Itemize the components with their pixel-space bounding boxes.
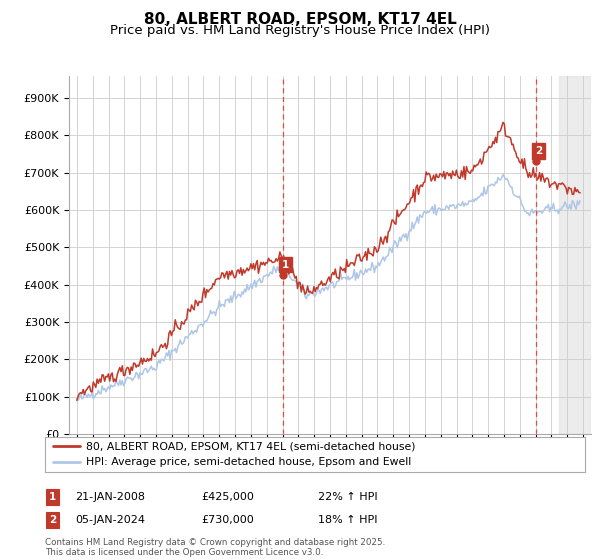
Text: 2: 2 (49, 515, 56, 525)
Text: Contains HM Land Registry data © Crown copyright and database right 2025.
This d: Contains HM Land Registry data © Crown c… (45, 538, 385, 557)
Text: 1: 1 (282, 260, 289, 270)
Text: 05-JAN-2024: 05-JAN-2024 (75, 515, 145, 525)
Text: 2: 2 (535, 146, 542, 156)
Text: 1: 1 (49, 492, 56, 502)
Text: £425,000: £425,000 (201, 492, 254, 502)
Text: £730,000: £730,000 (201, 515, 254, 525)
Text: HPI: Average price, semi-detached house, Epsom and Ewell: HPI: Average price, semi-detached house,… (86, 457, 411, 467)
Bar (559, 76, 591, 434)
Text: 80, ALBERT ROAD, EPSOM, KT17 4EL: 80, ALBERT ROAD, EPSOM, KT17 4EL (143, 12, 457, 27)
Text: 80, ALBERT ROAD, EPSOM, KT17 4EL (semi-detached house): 80, ALBERT ROAD, EPSOM, KT17 4EL (semi-d… (86, 441, 415, 451)
Text: 18% ↑ HPI: 18% ↑ HPI (318, 515, 377, 525)
Text: 21-JAN-2008: 21-JAN-2008 (75, 492, 145, 502)
Text: 22% ↑ HPI: 22% ↑ HPI (318, 492, 377, 502)
Text: Price paid vs. HM Land Registry's House Price Index (HPI): Price paid vs. HM Land Registry's House … (110, 24, 490, 37)
